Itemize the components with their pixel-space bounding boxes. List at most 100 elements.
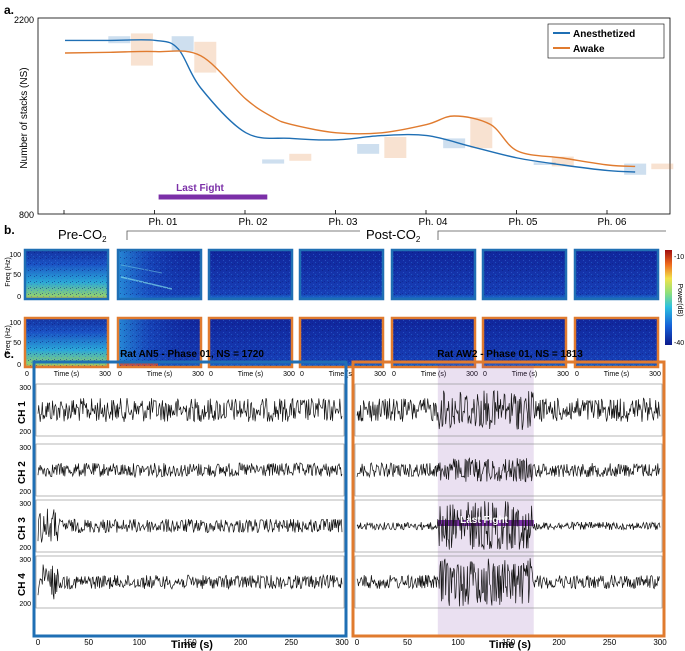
panel-c-label: c. (4, 347, 14, 361)
trace-left-ch2: CH 2 300 200 (17, 443, 345, 497)
x-tick-c-6: 300 (335, 638, 349, 647)
spectrogram-anesthetized-5 (390, 248, 477, 301)
spectrogram-awake-2 (116, 316, 203, 369)
spectrogram-noise (391, 317, 476, 368)
spectrogram-frame (207, 316, 294, 369)
y-axis-label: Number of stacks (NS) (19, 67, 30, 168)
spectrogram-frame (116, 316, 203, 369)
channel-label-1: CH 1 (17, 401, 28, 424)
series-line-anesthetized (65, 39, 636, 173)
trace-right-ch2 (354, 443, 663, 497)
spectrogram-awake-6 (481, 316, 568, 369)
time-tick-start-5: 0 (483, 371, 487, 378)
time-tick-start-4: 0 (392, 371, 396, 378)
panel-a-label: a. (4, 3, 14, 17)
time-label-1: Time (s) (147, 371, 172, 378)
pre-co2-label: Pre-CO2 (58, 227, 107, 244)
spectrogram-noise (391, 249, 476, 300)
eeg-panels: CH 1 300 200 CH 2 300 200 CH 3 300 200 CH 4 300 200… (17, 360, 667, 647)
spectrogram-frame (116, 248, 203, 301)
channel-label-2: CH 2 (17, 461, 28, 484)
trace-right-ch4 (354, 555, 663, 609)
spectrogram-noise (117, 317, 202, 368)
x-tick-c-3: 150 (183, 638, 197, 647)
colorbar (665, 250, 672, 345)
uncertainty-box-1 (130, 33, 153, 66)
freq-label-top: Freq (Hz) (5, 257, 12, 287)
spectrogram-frame (390, 316, 477, 369)
x-tick-c-2: 100 (133, 638, 147, 647)
time-tick-end-1: 300 (192, 371, 204, 378)
spectrogram-noise (299, 249, 384, 300)
x-tick-c-0: 0 (355, 638, 360, 647)
y-tick-top-c: 300 (19, 445, 31, 452)
legend-awake: Awake (573, 44, 605, 55)
spectrogram-awake-1 (23, 316, 110, 369)
recording-title-left: Rat AN5 - Phase 01, NS = 1720 (120, 349, 264, 360)
spectrogram-noise (24, 317, 109, 368)
spectrogram-noise (24, 249, 109, 300)
eeg-trace (37, 462, 343, 479)
time-label-3: Time (s) (329, 371, 354, 378)
x-tick-c-4: 200 (234, 638, 248, 647)
spectrogram-frame (298, 248, 385, 301)
phase-label-2: Ph. 02 (239, 217, 268, 228)
phase-label-1: Ph. 01 (149, 217, 178, 228)
spectrogram-anesthetized-3 (207, 248, 294, 301)
channel-frame (35, 383, 345, 437)
spectrogram-noise (299, 317, 384, 368)
spectrogram-noise (482, 317, 567, 368)
recording-frame-1 (351, 360, 666, 638)
y-tick-bottom-c: 200 (19, 545, 31, 552)
spectrogram-frame (573, 316, 660, 369)
panel-a-frame (37, 17, 671, 215)
post-co2-label: Post-CO2 (366, 227, 421, 244)
y-tick-top-c: 300 (19, 557, 31, 564)
time-tick-end-2: 300 (283, 371, 295, 378)
post-co2-main: Post-CO (366, 227, 416, 242)
uncertainty-box-12 (624, 163, 647, 175)
uncertainty-box-11 (551, 156, 574, 167)
y-tick-top-c: 300 (19, 501, 31, 508)
x-tick-c-1: 50 (84, 638, 93, 647)
channel-frame (354, 499, 663, 553)
legend-anesthetized: Anesthetized (573, 29, 635, 40)
uncertainty-box-9 (470, 117, 493, 149)
y-tick-top-c: 300 (19, 385, 31, 392)
time-tick-end-4: 300 (466, 371, 478, 378)
panel-b-label: b. (4, 223, 15, 237)
spectrogram-anesthetized-2 (116, 248, 203, 301)
time-tick-start-3: 0 (300, 371, 304, 378)
y-tick-bottom-c: 200 (19, 429, 31, 436)
eeg-trace (356, 389, 661, 430)
spectrogram-noise (574, 317, 659, 368)
channel-label-3: CH 3 (17, 517, 28, 540)
channel-frame (35, 443, 345, 497)
eeg-trace (37, 508, 343, 543)
trace-left-ch3: CH 3 300 200 (17, 499, 345, 553)
spectrogram-grid: 0 Time (s) 300 0 Time (s) 300 0 Time (s) 300 0 Tim… (23, 248, 661, 378)
trace-left-ch4: CH 4 300 200 (17, 555, 345, 609)
spectrogram-frame (207, 248, 294, 301)
time-label-0: Time (s) (54, 371, 79, 378)
freq-label-bottom: Freq (Hz) (5, 325, 12, 355)
last-fight-label-c: Last Fight (460, 515, 508, 526)
x-tick-c-0: 0 (36, 638, 41, 647)
channel-frame (35, 499, 345, 553)
spectrogram-frame (573, 248, 660, 301)
post-co2-bracket (437, 230, 666, 240)
spectrogram-anesthetized-1 (23, 248, 110, 301)
time-label-5: Time (s) (512, 371, 537, 378)
time-tick-start-2: 0 (209, 371, 213, 378)
time-label-6: Time (s) (604, 371, 629, 378)
phase-label-3: Ph. 03 (329, 217, 358, 228)
uncertainty-box-3 (194, 41, 217, 73)
spectrogram-awake-5 (390, 316, 477, 369)
phase-label-6: Ph. 06 (598, 217, 627, 228)
spectrogram-anesthetized-7 (573, 248, 660, 301)
freq-tick-0-2: 0 (17, 294, 21, 301)
pre-co2-bracket (126, 230, 360, 240)
eeg-trace (37, 397, 343, 423)
panel-a-chart: 2200 800 Number of stacks (NS) Last Figh… (14, 15, 674, 220)
